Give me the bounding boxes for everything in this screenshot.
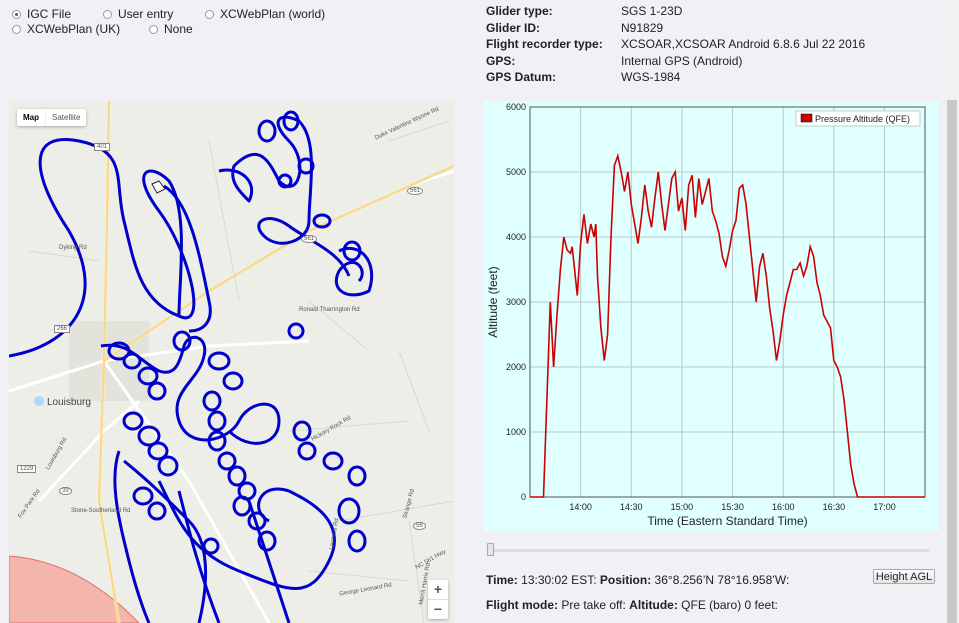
radio-xcwebplan-world[interactable]: XCWebPlan (world) [205, 7, 325, 21]
time-value: 13:30:02 EST: [521, 573, 597, 587]
lake [34, 396, 44, 406]
flight-track [9, 110, 374, 623]
radio-label: User entry [118, 7, 174, 21]
route-shield-56: 56 [413, 522, 426, 530]
x-tick-label: 16:00 [772, 502, 795, 512]
altitude-value: QFE (baro) 0 feet: [681, 598, 778, 612]
x-tick-label: 15:30 [721, 502, 744, 512]
radio-label: None [164, 22, 193, 36]
radio-label: XCWebPlan (world) [220, 7, 326, 21]
radio-dot[interactable] [103, 9, 112, 19]
flight-info: Glider type: SGS 1-23D Glider ID: N91829 F… [486, 3, 865, 86]
info-value: N91829 [621, 20, 664, 35]
page-scrollbar[interactable] [945, 0, 959, 623]
airfield-marker-icon [151, 180, 166, 194]
radio-xcwebplan-uk[interactable]: XCWebPlan (UK) [12, 22, 120, 36]
x-tick-label: 17:00 [873, 502, 896, 512]
legend-swatch [800, 113, 813, 123]
radio-dot[interactable] [12, 24, 21, 34]
info-value: WGS-1984 [621, 70, 681, 84]
radio-igc-file[interactable]: IGC File [12, 7, 71, 21]
map-canvas[interactable] [9, 101, 454, 623]
radio-label: IGC File [27, 7, 72, 21]
radio-user-entry[interactable]: User entry [103, 7, 173, 21]
info-key: Glider type: [486, 4, 553, 18]
position-value: 36°8.256’N 78°16.958’W: [654, 573, 790, 587]
info-key: GPS: [486, 53, 516, 68]
y-tick-label: 3000 [506, 297, 526, 307]
highways [97, 101, 454, 623]
radio-dot[interactable] [12, 9, 21, 19]
height-agl-button[interactable]: Height AGL [873, 569, 935, 584]
radio-none[interactable]: None [149, 22, 193, 36]
y-tick-label: 6000 [506, 102, 526, 112]
info-row-glider-type: Glider type: SGS 1-23D [486, 3, 865, 20]
map-type-map-button[interactable]: Map [23, 113, 39, 122]
map-type-toggle: Map Satellite [17, 109, 87, 126]
route-shield-1229: 1229 [17, 465, 37, 473]
info-value: SGS 1-23D [621, 4, 683, 18]
restricted-airspace [9, 555, 140, 623]
map-label-louisburg: Louisburg [47, 397, 91, 408]
info-value: XCSOAR,XCSOAR Android 6.8.6 Jul 22 2016 [621, 37, 866, 51]
info-row-glider-id: Glider ID: N91829 [486, 20, 865, 37]
chart-grid [530, 106, 925, 498]
legend-label: Pressure Altitude (QFE) [815, 114, 910, 124]
route-shield-39: 39 [59, 487, 72, 495]
info-key: Glider ID: [486, 20, 541, 35]
y-tick-label: 0 [521, 492, 526, 502]
altitude-chart: 0 1000 2000 3000 4000 5000 6000 14:00 14:30 15:0… [484, 101, 939, 531]
pressure-altitude-series-line [530, 152, 925, 498]
zoom-in-button[interactable]: + [433, 581, 443, 597]
plot-frame [529, 106, 926, 498]
chart-legend: Pressure Altitude (QFE) [795, 110, 921, 127]
route-shield-561: 561 [407, 187, 424, 195]
altitude-label: Altitude: [629, 598, 678, 612]
y-tick-label: 1000 [506, 427, 526, 437]
altitude-chart-canvas: 0 1000 2000 3000 4000 5000 6000 14:00 14:30 15:0… [486, 102, 926, 528]
zoom-out-button[interactable]: − [428, 599, 448, 619]
map-label-dyking-rd: Dyking Rd [59, 245, 87, 251]
x-axis-label: Time (Eastern Standard Time) [647, 514, 807, 528]
zoom-controls: + − [428, 580, 448, 619]
map-type-satellite-button[interactable]: Satellite [45, 109, 86, 126]
x-tick-label: 15:00 [671, 502, 694, 512]
info-row-recorder-type: Flight recorder type: XCSOAR,XCSOAR Andro… [486, 36, 865, 53]
status-line-mode: Flight mode: Pre take off: Altitude: QFE… [486, 598, 778, 612]
info-row-gps-datum: GPS Datum: WGS-1984 [486, 69, 865, 86]
time-slider-track[interactable] [487, 549, 930, 552]
x-tick-label: 16:30 [823, 502, 846, 512]
x-axis-ticks: 14:00 14:30 15:00 15:30 16:00 16:30 17:00 [569, 502, 895, 512]
info-value: Internal GPS (Android) [621, 53, 743, 68]
y-axis-ticks: 0 1000 2000 3000 4000 5000 6000 [506, 102, 526, 502]
radio-dot[interactable] [205, 9, 214, 19]
flight-map[interactable]: Louisburg Dyking Rd Duke Valentine Wynne… [9, 101, 454, 623]
y-axis-label: Altitude (feet) [486, 266, 500, 337]
y-tick-label: 4000 [506, 232, 526, 242]
route-shield-266: 266 [54, 325, 71, 333]
x-tick-label: 14:00 [569, 502, 592, 512]
route-shield-401: 401 [94, 143, 111, 151]
map-label-stone-southerland: Stone-Southerland Rd [71, 508, 131, 514]
flight-mode-value: Pre take off: [561, 598, 626, 612]
time-slider-handle[interactable] [487, 543, 494, 556]
position-label: Position: [599, 573, 652, 587]
status-line-time: Time: 13:30:02 EST: Position: 36°8.256’N… [486, 573, 789, 587]
flight-mode-label: Flight mode: [486, 598, 558, 612]
legend-box [795, 110, 921, 127]
time-label: Time: [486, 573, 518, 587]
info-key: GPS Datum: [486, 70, 557, 84]
info-key: Flight recorder type: [486, 37, 603, 51]
y-tick-label: 2000 [506, 362, 526, 372]
route-shield-561-b: 561 [301, 235, 318, 243]
radio-dot[interactable] [149, 24, 158, 34]
x-tick-label: 14:30 [620, 502, 643, 512]
radio-label: XCWebPlan (UK) [27, 22, 121, 36]
scrollbar-thumb[interactable] [947, 100, 957, 623]
info-row-gps: GPS: Internal GPS (Android) [486, 53, 865, 70]
y-tick-label: 5000 [506, 167, 526, 177]
map-label-ronald-tharrington: Ronald Tharrington Rd [299, 307, 360, 313]
